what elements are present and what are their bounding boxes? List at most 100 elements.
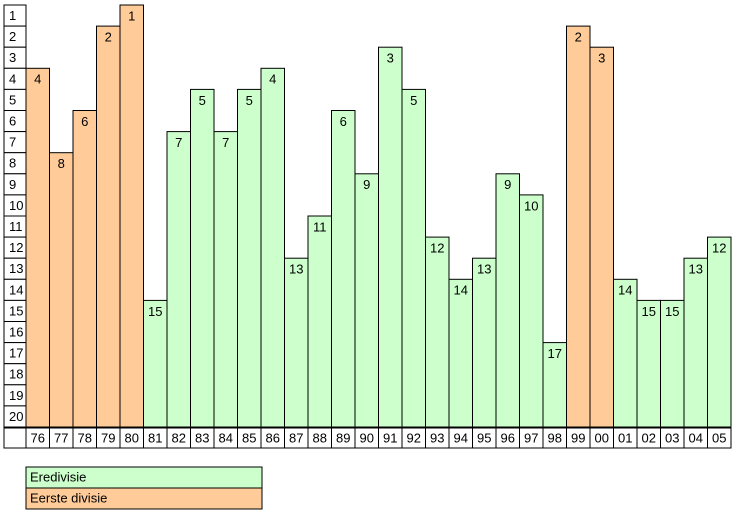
x-tick-label: 83: [195, 430, 209, 445]
bar: [143, 299, 168, 428]
y-tick-label: 2: [9, 29, 16, 44]
bar-value-label: 15: [665, 304, 679, 319]
bar: [284, 257, 309, 428]
bar: [119, 4, 144, 428]
bar: [425, 236, 450, 428]
bar-value-label: 7: [175, 135, 182, 150]
y-tick-label: 15: [9, 303, 23, 318]
bar: [448, 278, 473, 428]
bar-value-label: 13: [289, 262, 303, 277]
y-tick-label: 3: [9, 50, 16, 65]
x-tick-label: 97: [524, 430, 538, 445]
bar: [613, 278, 638, 428]
bar-value-label: 5: [199, 93, 206, 108]
bar: [636, 299, 661, 428]
bar-value-label: 5: [410, 93, 417, 108]
bar-value-label: 9: [363, 177, 370, 192]
x-tick-label: 89: [336, 430, 350, 445]
bar-value-label: 1: [128, 8, 135, 23]
bar: [401, 88, 426, 428]
bar-value-label: 5: [246, 93, 253, 108]
x-tick-label: 82: [172, 430, 186, 445]
bar: [166, 131, 191, 428]
y-tick-label: 8: [9, 156, 16, 171]
x-tick-label: 77: [54, 430, 68, 445]
y-tick-label: 6: [9, 113, 16, 128]
x-tick-cell: [3, 427, 27, 449]
y-tick-label: 13: [9, 261, 23, 276]
x-tick-label: 84: [219, 430, 233, 445]
bar: [519, 194, 544, 428]
y-tick-label: 1: [9, 8, 16, 23]
bar-value-label: 13: [477, 262, 491, 277]
bar: [49, 152, 74, 428]
x-tick-label: 90: [360, 430, 374, 445]
y-tick-label: 12: [9, 240, 23, 255]
bar: [683, 257, 708, 428]
x-tick-label: 93: [430, 430, 444, 445]
bar-value-label: 15: [148, 304, 162, 319]
y-tick-label: 9: [9, 177, 16, 192]
bar-value-label: 4: [34, 72, 41, 87]
bar: [495, 173, 520, 428]
bar: [472, 257, 497, 428]
x-tick-label: 02: [642, 430, 656, 445]
x-tick-label: 00: [595, 430, 609, 445]
y-tick-label: 10: [9, 198, 23, 213]
bar: [72, 110, 97, 428]
x-tick-label: 95: [477, 430, 491, 445]
y-tick-label: 4: [9, 71, 16, 86]
x-tick-label: 96: [501, 430, 515, 445]
x-tick-label: 86: [266, 430, 280, 445]
bar-value-label: 3: [387, 51, 394, 66]
x-tick-label: 91: [383, 430, 397, 445]
bar-value-label: 6: [81, 114, 88, 129]
bar-value-label: 17: [548, 346, 562, 361]
x-tick-label: 03: [665, 430, 679, 445]
bar: [354, 173, 379, 428]
x-tick-label: 94: [454, 430, 468, 445]
bar-value-label: 10: [524, 198, 538, 213]
bar-value-label: 13: [689, 262, 703, 277]
y-tick-label: 19: [9, 388, 23, 403]
x-tick-label: 01: [618, 430, 632, 445]
bar: [96, 25, 121, 428]
bar-value-label: 7: [222, 135, 229, 150]
y-tick-label: 5: [9, 92, 16, 107]
bar-value-label: 2: [575, 30, 582, 45]
bar-value-label: 8: [58, 156, 65, 171]
bar: [237, 88, 262, 428]
x-tick-label: 79: [101, 430, 115, 445]
bar-value-label: 2: [105, 30, 112, 45]
y-tick-label: 7: [9, 135, 16, 150]
y-tick-label: 16: [9, 324, 23, 339]
y-tick-label: 17: [9, 346, 23, 361]
bar: [190, 88, 215, 428]
x-tick-label: 92: [407, 430, 421, 445]
x-tick-label: 05: [712, 430, 726, 445]
x-tick-label: 04: [689, 430, 703, 445]
bar: [25, 67, 50, 428]
bar: [589, 46, 614, 428]
bar: [260, 67, 285, 428]
y-tick-label: 11: [9, 219, 23, 234]
bar-value-label: 12: [712, 241, 726, 256]
x-tick-label: 78: [78, 430, 92, 445]
bar-value-label: 6: [340, 114, 347, 129]
bar: [307, 215, 332, 428]
bar-value-label: 11: [313, 219, 327, 234]
bar-value-label: 4: [269, 72, 276, 87]
bar: [660, 299, 685, 428]
y-tick-label: 18: [9, 367, 23, 382]
x-tick-label: 80: [125, 430, 139, 445]
x-tick-label: 76: [31, 430, 45, 445]
bar: [213, 131, 238, 428]
x-tick-label: 88: [313, 430, 327, 445]
bar-value-label: 14: [618, 283, 632, 298]
x-tick-label: 99: [571, 430, 585, 445]
bar-value-label: 9: [504, 177, 511, 192]
y-tick-label: 14: [9, 282, 23, 297]
x-tick-label: 81: [148, 430, 162, 445]
legend-swatch: [25, 487, 263, 510]
